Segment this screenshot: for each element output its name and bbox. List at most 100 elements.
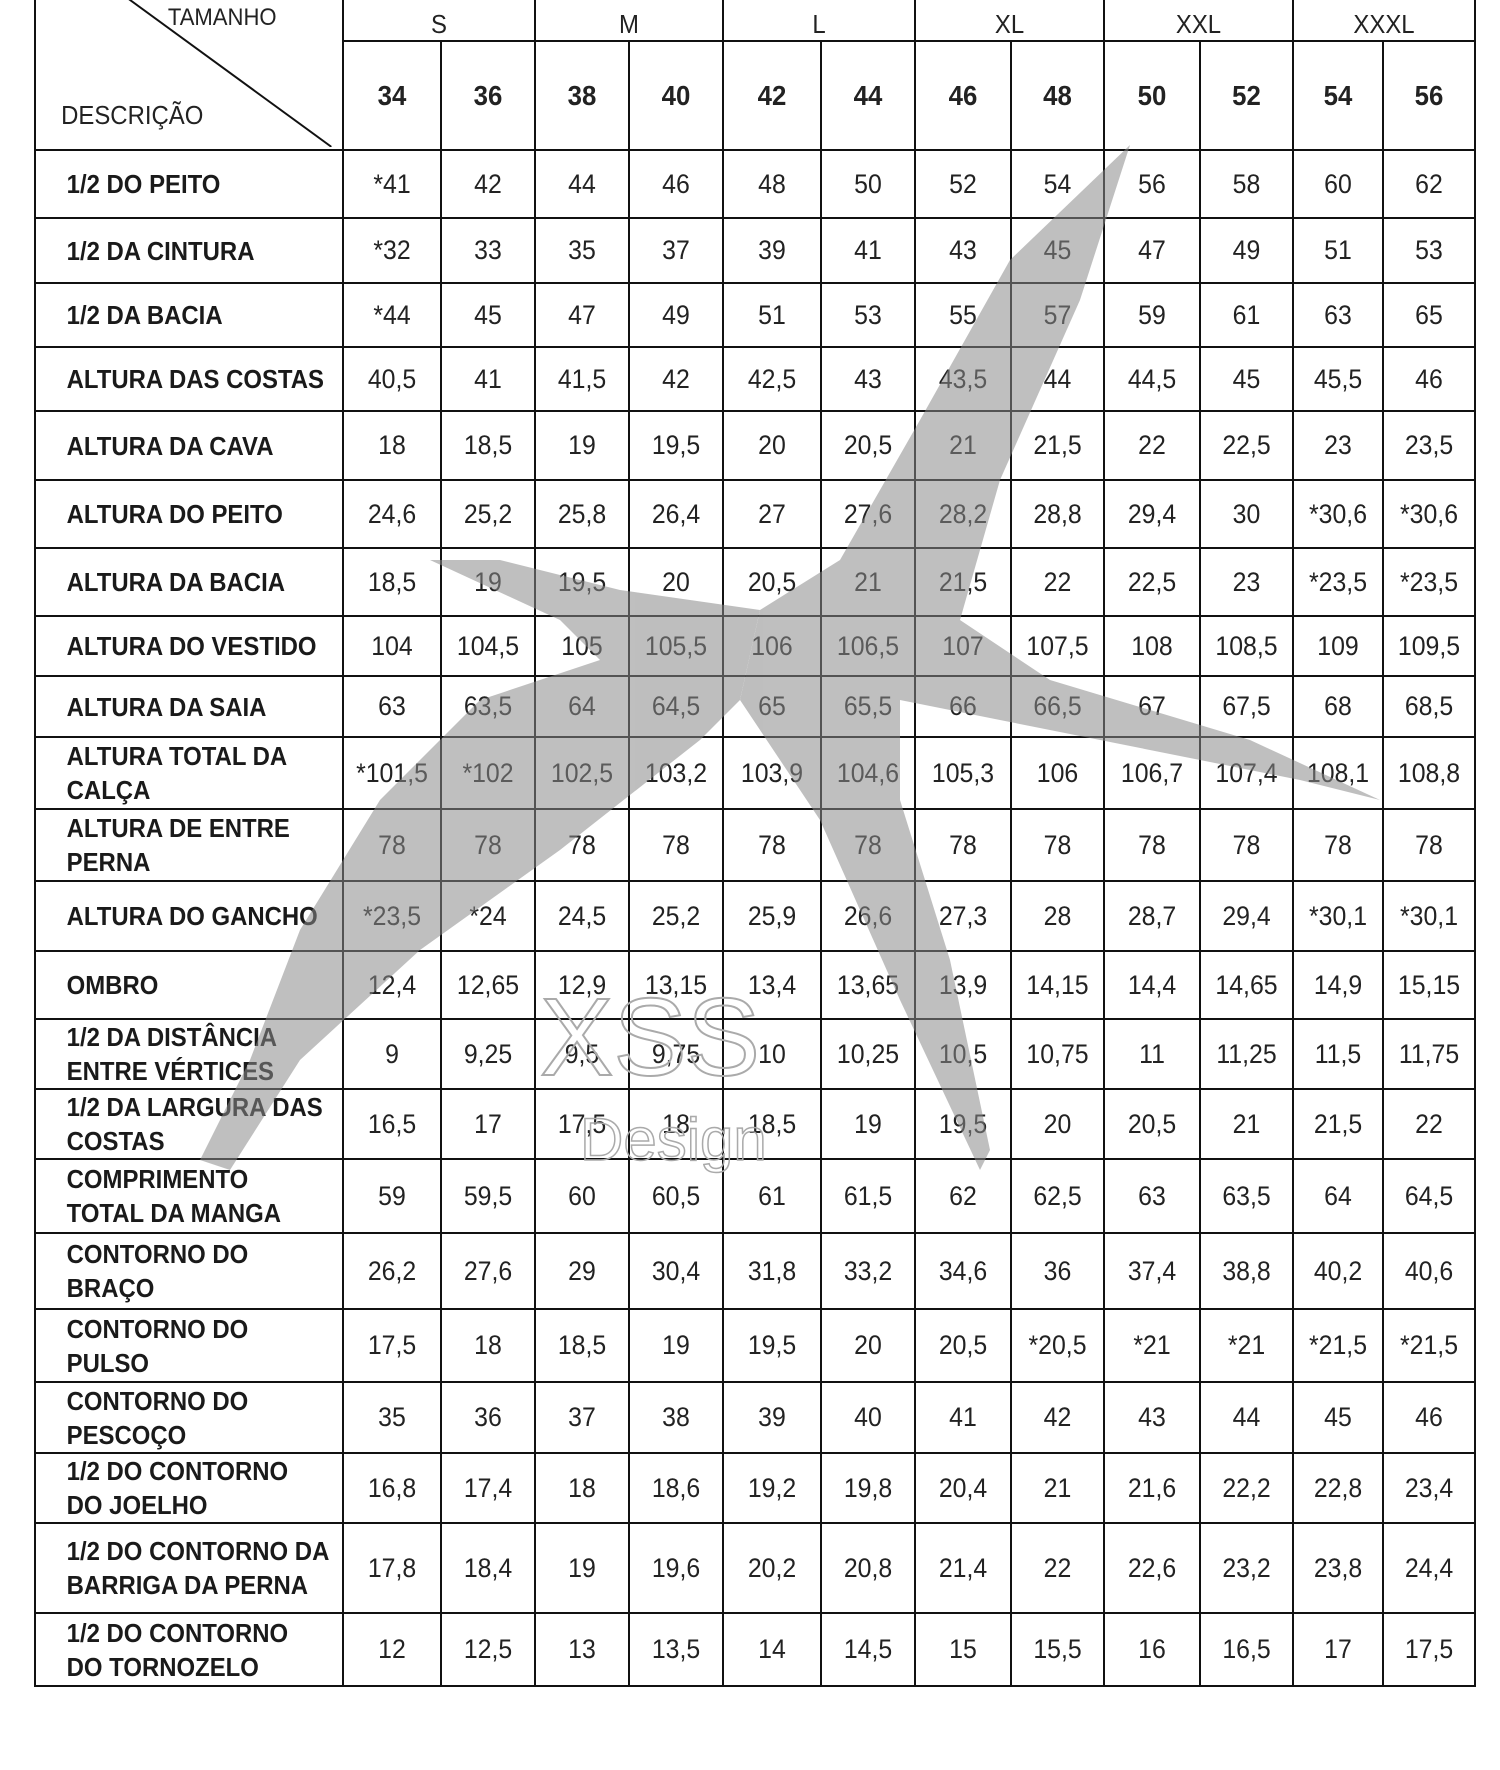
measurement-value: 18: [631, 1088, 721, 1160]
table-row: 1/2 DA CINTURA *32 33 35 37 39 41 43 45 47 49 51 53: [35, 217, 1475, 284]
measurement-value: 14,4: [1106, 950, 1198, 1020]
table-row: ALTURA DA BACIA 18,5 19 19,5 20 20,5 21 21,5 22 2…: [35, 547, 1475, 617]
size-number: 44: [823, 40, 913, 151]
measurement-value: 15,5: [1013, 1612, 1102, 1687]
measurement-value: *101,5: [345, 736, 438, 810]
measurement-value: 18: [443, 1308, 533, 1383]
measurement-value: 14,5: [823, 1612, 913, 1687]
measurement-value: 44,5: [1106, 346, 1198, 412]
measurement-value: 55: [917, 282, 1009, 348]
measurement-label: ALTURA DA CAVA: [46, 410, 332, 481]
measurement-value: 21,5: [1295, 1088, 1381, 1160]
measurement-value: 108,8: [1385, 736, 1473, 810]
measurement-value: 78: [537, 808, 627, 882]
size-number: 38: [537, 40, 627, 151]
measurement-label: COMPRIMENTO TOTAL DA MANGA: [46, 1158, 332, 1234]
measurement-value: *21,5: [1295, 1308, 1381, 1383]
measurement-value: *23,5: [1295, 547, 1381, 617]
measurement-value: 21: [823, 547, 913, 617]
table-row: 1/2 DO PEITO *41 42 44 46 48 50 52 54 56 58 60 62: [35, 149, 1475, 219]
measurement-value: 36: [1013, 1232, 1102, 1310]
measurement-value: 63: [345, 675, 438, 738]
measurement-value: 20,4: [917, 1452, 1009, 1524]
measurement-value: 107,4: [1202, 736, 1291, 810]
measurement-value: 28,8: [1013, 479, 1102, 549]
header-corner: TAMANHO DESCRIÇÃO: [46, 0, 332, 151]
measurement-value: 23,5: [1385, 410, 1473, 481]
measurement-value: 14: [726, 1612, 819, 1687]
measurement-value: 43: [1106, 1381, 1198, 1454]
size-number: 46: [917, 40, 1009, 151]
measurement-value: 105,5: [631, 615, 721, 677]
measurement-value: 17,4: [443, 1452, 533, 1524]
measurement-value: 17: [1295, 1612, 1381, 1687]
measurement-value: 45,5: [1295, 346, 1381, 412]
size-letter: M: [541, 0, 717, 42]
measurement-value: *23,5: [1385, 547, 1473, 617]
measurement-value: 30,4: [631, 1232, 721, 1310]
measurement-value: 63: [1106, 1158, 1198, 1234]
measurement-value: 107: [917, 615, 1009, 677]
measurement-value: 15: [917, 1612, 1009, 1687]
measurement-value: 52: [917, 149, 1009, 219]
measurement-label: ALTURA DA SAIA: [46, 675, 332, 738]
measurement-value: *30,6: [1385, 479, 1473, 549]
measurement-value: 45: [443, 282, 533, 348]
measurement-value: 33: [443, 217, 533, 284]
measurement-value: 20: [631, 547, 721, 617]
measurement-value: 13,9: [917, 950, 1009, 1020]
measurement-value: 37: [537, 1381, 627, 1454]
measurement-value: 16: [1106, 1612, 1198, 1687]
measurement-value: 35: [345, 1381, 438, 1454]
measurement-value: 27,6: [443, 1232, 533, 1310]
table-row: ALTURA TOTAL DA CALÇA *101,5 *102 102,5 103,…: [35, 736, 1475, 810]
measurement-value: 19: [631, 1308, 721, 1383]
measurement-value: 68: [1295, 675, 1381, 738]
size-number: 48: [1013, 40, 1102, 151]
measurement-value: *41: [345, 149, 438, 219]
measurement-value: 20,5: [1106, 1088, 1198, 1160]
measurement-value: 21: [917, 410, 1009, 481]
measurement-value: 20: [1013, 1088, 1102, 1160]
table-row: 1/2 DO CONTORNO DO TORNOZELO 12 12,5 13 13,5…: [35, 1612, 1475, 1687]
table-row: ALTURA DO GANCHO *23,5 *24 24,5 25,2 25,9 26,6…: [35, 880, 1475, 952]
size-letter: XXXL: [1299, 0, 1469, 42]
measurement-value: 22: [1013, 547, 1102, 617]
measurement-value: 40,6: [1385, 1232, 1473, 1310]
description-heading: DESCRIÇÃO: [61, 100, 204, 130]
measurement-label: 1/2 DO CONTORNO DA BARRIGA DA PERNA: [46, 1522, 332, 1614]
measurement-value: 51: [1295, 217, 1381, 284]
table-row: COMPRIMENTO TOTAL DA MANGA 59 59,5 60 60,5 61…: [35, 1158, 1475, 1234]
measurement-value: 63: [1295, 282, 1381, 348]
measurement-value: 106,5: [823, 615, 913, 677]
measurement-value: 66: [917, 675, 1009, 738]
measurement-value: 11,75: [1385, 1018, 1473, 1090]
table-row: ALTURA DAS COSTAS 40,5 41 41,5 42 42,5 43 43,5 4…: [35, 346, 1475, 412]
measurement-value: 20,5: [726, 547, 819, 617]
measurement-value: 59: [345, 1158, 438, 1234]
size-chart-table: TAMANHO DESCRIÇÃO S M L XL XXL XXXL 34 36 38 40 42 4…: [34, 0, 1476, 1687]
measurement-value: 54: [1013, 149, 1102, 219]
size-letter: L: [729, 0, 909, 42]
measurement-value: 20: [726, 410, 819, 481]
measurement-value: 106: [726, 615, 819, 677]
measurement-value: 11: [1106, 1018, 1198, 1090]
measurement-value: 37,4: [1106, 1232, 1198, 1310]
table-row: 1/2 DO CONTORNO DO JOELHO 16,8 17,4 18 18,6 1…: [35, 1452, 1475, 1524]
measurement-value: 40,2: [1295, 1232, 1381, 1310]
table-row: CONTORNO DO PESCOÇO 35 36 37 38 39 40 41 42 43 44 4…: [35, 1381, 1475, 1454]
measurement-value: 15,15: [1385, 950, 1473, 1020]
measurement-value: 18,5: [443, 410, 533, 481]
measurement-value: *32: [345, 217, 438, 284]
measurement-value: *30,6: [1295, 479, 1381, 549]
measurement-value: 12: [345, 1612, 438, 1687]
table-row: ALTURA DA SAIA 63 63,5 64 64,5 65 65,5 66 66,5 67…: [35, 675, 1475, 738]
measurement-value: 60: [537, 1158, 627, 1234]
measurement-value: 22,5: [1202, 410, 1291, 481]
measurement-value: 60: [1295, 149, 1381, 219]
measurement-value: 105,3: [917, 736, 1009, 810]
measurement-value: 68,5: [1385, 675, 1473, 738]
measurement-value: 23,4: [1385, 1452, 1473, 1524]
measurement-value: 20: [823, 1308, 913, 1383]
measurement-value: 14,15: [1013, 950, 1102, 1020]
